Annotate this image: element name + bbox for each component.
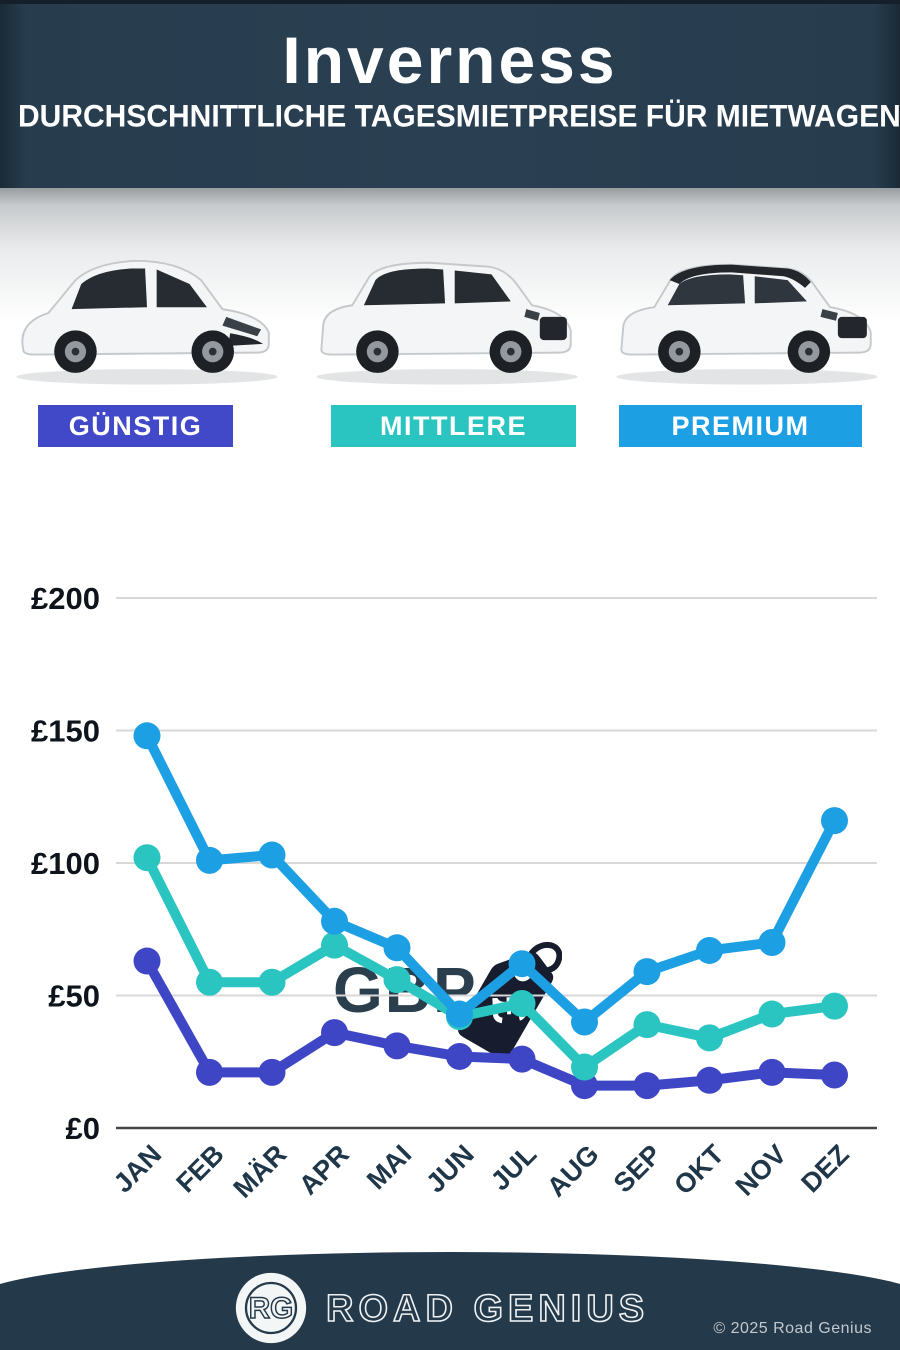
chart-point-mittlere-APR <box>321 931 348 959</box>
logo-initials: RG <box>249 1292 293 1325</box>
chart-point-mittlere-MAI <box>383 966 411 994</box>
x-tick-label: MAI <box>361 1139 417 1195</box>
x-tick-label: DEZ <box>795 1139 854 1198</box>
tier-label-text: PREMIUM <box>671 410 810 441</box>
chart-point-guenstig-MAI <box>383 1032 411 1060</box>
chart-point-mittlere-JUL <box>508 989 536 1017</box>
x-tick-label: OKT <box>668 1139 730 1201</box>
chart-point-mittlere-NOV <box>758 1000 786 1028</box>
chart-point-premium-JUL <box>508 950 536 978</box>
chart-point-guenstig-FEB <box>196 1058 223 1086</box>
page-subtitle: DURCHSCHNITTLICHE TAGESMIETPREISE FÜR MI… <box>18 99 900 134</box>
chart-point-guenstig-AUG <box>571 1072 598 1100</box>
chart-point-premium-MAI <box>383 934 411 962</box>
tier-label-guenstig: GÜNSTIG <box>38 405 233 447</box>
chart-point-mittlere-SEP <box>633 1011 661 1039</box>
x-tick-label: MÄR <box>228 1139 293 1204</box>
chart-section: £0 £50 £100 £150 £200 JAN FEB MÄR APR MAI JUN JUL AU… <box>0 555 900 1235</box>
car-image-premium-suv <box>616 263 878 385</box>
chart-point-premium-DEZ <box>821 807 848 835</box>
chart-point-guenstig-APR <box>321 1019 348 1047</box>
chart-point-mittlere-JAN <box>133 844 161 872</box>
y-tick-label: £200 <box>31 581 100 616</box>
road-genius-logo-icon: RG <box>235 1272 307 1344</box>
chart-point-guenstig-OKT <box>696 1066 723 1094</box>
y-tick-label: £50 <box>48 979 100 1014</box>
chart-point-premium-AUG <box>571 1008 598 1036</box>
chart-point-guenstig-JUN <box>446 1042 473 1070</box>
footer: RG ROAD GENIUS <box>0 1268 900 1348</box>
car-image-guenstig-hatchback <box>16 259 278 385</box>
x-tick-label: JAN <box>108 1139 167 1198</box>
y-tick-label: £0 <box>66 1111 100 1146</box>
x-tick-label: NOV <box>730 1139 793 1202</box>
x-tick-label: SEP <box>608 1139 667 1198</box>
car-image-mittlere-suv <box>316 261 578 385</box>
chart-point-mittlere-AUG <box>571 1053 598 1081</box>
tier-label-premium: PREMIUM <box>619 405 862 447</box>
y-tick-label: £150 <box>31 714 100 749</box>
chart-line-mittlere <box>142 852 840 1073</box>
chart-point-premium-JAN <box>133 722 161 750</box>
chart-point-premium-APR <box>321 907 348 935</box>
x-tick-label: APR <box>293 1139 355 1201</box>
copyright-text: © 2025 Road Genius <box>713 1320 872 1337</box>
chart-point-premium-OKT <box>696 936 723 964</box>
chart-point-mittlere-MÄR <box>258 968 286 996</box>
chart-point-premium-SEP <box>633 958 661 986</box>
header: Inverness DURCHSCHNITTLICHE TAGESMIETPRE… <box>0 0 900 188</box>
x-tick-label: JUN <box>420 1139 479 1198</box>
chart-point-mittlere-OKT <box>696 1024 723 1052</box>
x-tick-label: AUG <box>541 1139 605 1203</box>
chart-point-guenstig-DEZ <box>821 1061 848 1089</box>
tier-label-mittlere: MITTLERE <box>331 405 576 447</box>
car-tiers-section <box>0 188 900 405</box>
chart-point-premium-NOV <box>758 929 786 956</box>
chart-point-guenstig-JAN <box>133 947 161 975</box>
tier-label-text: GÜNSTIG <box>68 410 203 441</box>
chart-point-guenstig-SEP <box>633 1072 661 1100</box>
tier-label-text: MITTLERE <box>380 410 527 441</box>
logo-text: ROAD GENIUS <box>326 1288 649 1330</box>
chart-point-guenstig-JUL <box>508 1045 536 1073</box>
road-genius-logo-text: ROAD GENIUS <box>326 1287 649 1331</box>
chart-point-guenstig-MÄR <box>258 1058 286 1086</box>
chart-point-premium-MÄR <box>258 841 286 869</box>
chart-point-premium-FEB <box>196 846 223 874</box>
page-title: Inverness <box>282 23 618 97</box>
x-tick-label: FEB <box>170 1139 229 1198</box>
x-tick-label: JUL <box>485 1139 542 1196</box>
footer-background <box>0 1252 900 1350</box>
y-tick-label: £100 <box>31 846 100 881</box>
chart-point-guenstig-NOV <box>758 1058 786 1086</box>
chart-point-mittlere-DEZ <box>821 992 848 1020</box>
chart-point-premium-JUN <box>446 1000 473 1028</box>
chart-point-mittlere-FEB <box>196 968 223 996</box>
